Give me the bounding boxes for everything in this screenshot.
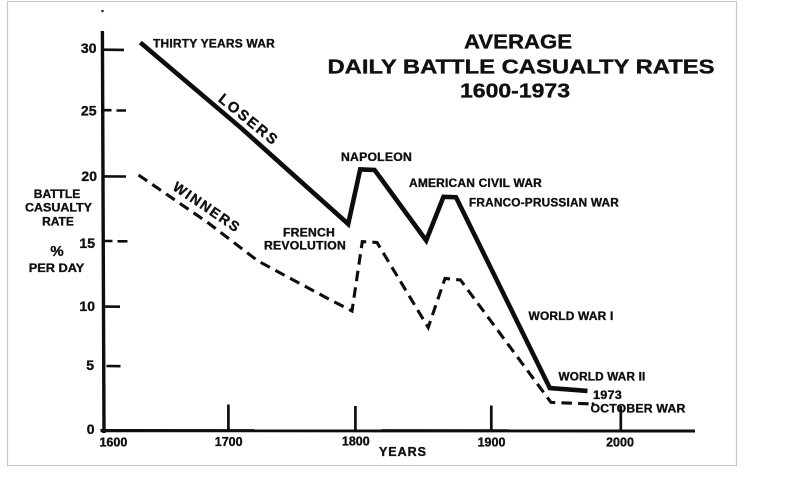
svg-text:RATE: RATE [42, 215, 74, 229]
svg-text:THIRTY YEARS WAR: THIRTY YEARS WAR [153, 36, 275, 50]
svg-text:AVERAGE: AVERAGE [464, 31, 572, 53]
svg-text:AMERICAN CIVIL WAR: AMERICAN CIVIL WAR [409, 176, 542, 190]
svg-text:25: 25 [81, 103, 97, 119]
svg-text:1600: 1600 [99, 436, 127, 450]
svg-text:1900: 1900 [478, 436, 506, 450]
svg-text:FRENCH: FRENCH [283, 225, 335, 239]
svg-text:30: 30 [81, 40, 97, 56]
svg-text:2000: 2000 [606, 436, 634, 450]
svg-text:WINNERS: WINNERS [170, 178, 244, 235]
svg-text:BATTLE: BATTLE [34, 187, 80, 201]
svg-text:15: 15 [79, 235, 95, 251]
svg-text:5: 5 [86, 357, 94, 373]
svg-text:1700: 1700 [215, 435, 243, 449]
svg-text:CASUALTY: CASUALTY [25, 200, 92, 214]
svg-text:LOSERS: LOSERS [215, 91, 282, 149]
svg-text:FRANCO-PRUSSIAN WAR: FRANCO-PRUSSIAN WAR [469, 195, 619, 209]
svg-text:NAPOLEON: NAPOLEON [341, 150, 412, 164]
svg-text:10: 10 [79, 298, 95, 314]
svg-text:DAILY BATTLE CASUALTY RATES: DAILY BATTLE CASUALTY RATES [328, 57, 715, 79]
svg-text:REVOLUTION: REVOLUTION [264, 239, 346, 253]
svg-text:WORLD WAR II: WORLD WAR II [559, 369, 646, 383]
svg-text:PER DAY: PER DAY [29, 261, 85, 275]
svg-text:WORLD WAR I: WORLD WAR I [529, 309, 614, 323]
svg-text:YEARS: YEARS [379, 445, 427, 459]
svg-text:1600-1973: 1600-1973 [460, 81, 570, 103]
svg-text:OCTOBER WAR: OCTOBER WAR [591, 402, 686, 416]
svg-text:1800: 1800 [342, 434, 370, 448]
svg-text:0: 0 [87, 421, 95, 437]
svg-text:20: 20 [81, 168, 97, 184]
svg-text:1973: 1973 [593, 388, 622, 402]
svg-text:%: % [50, 243, 63, 260]
